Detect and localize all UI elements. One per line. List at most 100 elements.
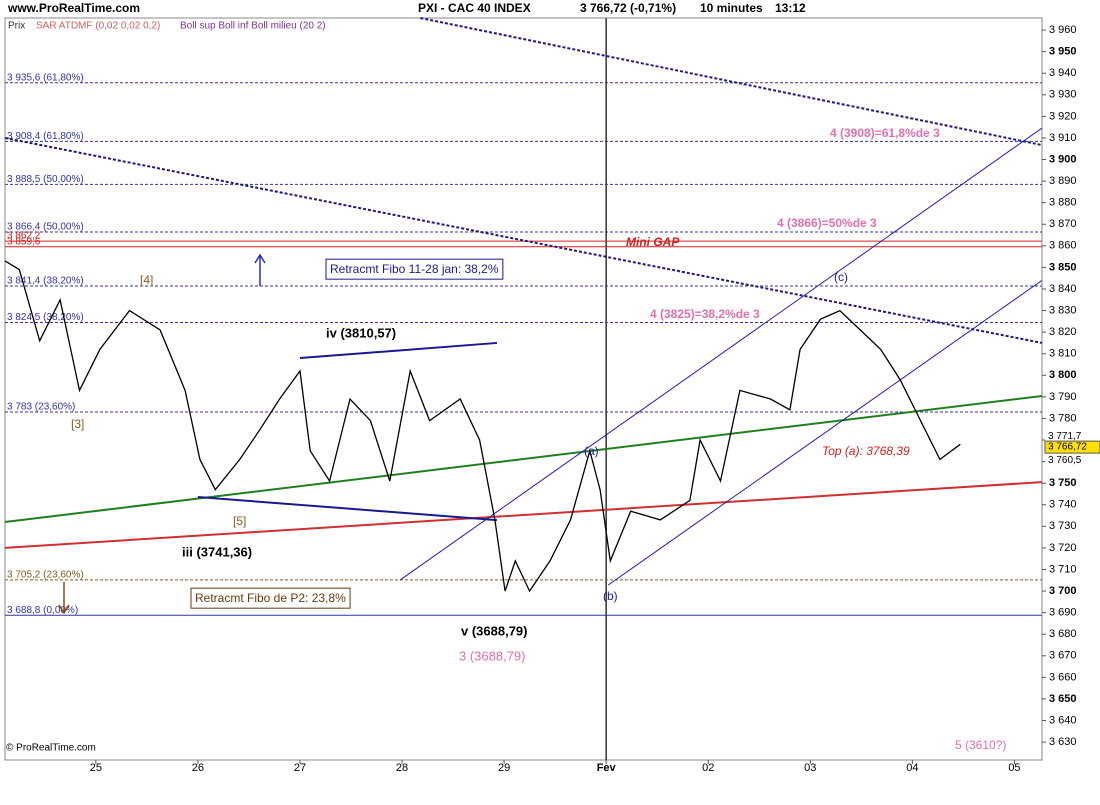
arrow-up xyxy=(254,253,266,286)
level-label: 3 866,4 (50,00%) xyxy=(7,222,84,233)
level-label: 3 688,8 (0,00%) xyxy=(7,605,78,616)
annotation: 4 (3908)=61,8%de 3 xyxy=(830,126,940,140)
y-tick-label: 3 790 xyxy=(1049,391,1077,403)
y-tick-label: 3 810 xyxy=(1049,348,1077,360)
y-tick-label: 3 650 xyxy=(1049,693,1077,705)
level-label: 3 705,2 (23,60%) xyxy=(7,569,84,580)
y-tick-label: 3 690 xyxy=(1049,607,1077,619)
x-tick-label: 04 xyxy=(906,762,918,774)
annotation: Mini GAP xyxy=(626,235,680,249)
annotation: (a) xyxy=(584,444,599,458)
price-line xyxy=(4,260,961,593)
y-tick-label: 3 930 xyxy=(1049,89,1077,101)
level-label: 3 888,5 (50,00%) xyxy=(7,174,84,185)
x-tick-label: 27 xyxy=(294,762,306,774)
x-tick-label: 03 xyxy=(804,762,816,774)
y-tick-label: 3 750 xyxy=(1049,477,1077,489)
annotation: 5 (3610?) xyxy=(955,738,1006,752)
price-tag xyxy=(1045,454,1100,467)
annotation: [5] xyxy=(233,514,246,528)
y-tick-label: 3 660 xyxy=(1049,671,1077,683)
legend-indicator: SAR ATDMF (0,02 0,02 0,2) xyxy=(36,21,160,32)
time: 13:12 xyxy=(775,1,806,15)
y-tick-label: 3 820 xyxy=(1049,326,1077,338)
legend-price: Prix xyxy=(8,21,25,32)
y-tick-label: 3 640 xyxy=(1049,714,1077,726)
y-tick-label: 3 910 xyxy=(1049,132,1077,144)
annotation: (b) xyxy=(603,589,618,603)
annotation: [4] xyxy=(140,273,153,287)
annotation-box xyxy=(325,258,504,280)
x-tick-label: 26 xyxy=(192,762,204,774)
y-tick-label: 3 840 xyxy=(1049,283,1077,295)
price-tag xyxy=(1045,430,1100,443)
trend-line xyxy=(607,279,1043,586)
annotation: iii (3741,36) xyxy=(182,544,252,559)
interval: 10 minutes xyxy=(700,1,763,15)
annotation: 3 (3688,79) xyxy=(459,648,526,663)
level-label: 3 908,4 (61,80%) xyxy=(7,131,84,142)
trend-line xyxy=(420,17,1043,147)
annotation: Retracmt Fibo de P2: 23,8% xyxy=(195,591,346,605)
y-tick-label: 3 960 xyxy=(1049,24,1077,36)
arrow-down xyxy=(58,582,70,615)
annotation: (c) xyxy=(834,270,848,284)
y-tick-label: 3 920 xyxy=(1049,110,1077,122)
annotation: v (3688,79) xyxy=(461,623,528,638)
annotation: iv (3810,57) xyxy=(326,325,396,340)
annotation: 4 (3866)=50%de 3 xyxy=(777,216,877,230)
last-price: 3 766,72 (-0,71%) xyxy=(580,1,676,15)
level-label: 3 841,4 (38,20%) xyxy=(7,276,84,287)
trend-line xyxy=(4,136,1043,344)
y-tick-label: 3 720 xyxy=(1049,542,1077,554)
y-tick-label: 3 700 xyxy=(1049,585,1077,597)
legend-indicator: Boll sup Boll inf Boll milieu (20 2) xyxy=(180,21,326,32)
y-tick-label: 3 950 xyxy=(1049,46,1077,58)
trend-line xyxy=(399,127,1043,581)
y-tick-label: 3 860 xyxy=(1049,240,1077,252)
site: www.ProRealTime.com xyxy=(7,1,140,15)
level-label: 3 862,2 xyxy=(7,231,41,242)
level-label: 3 935,6 (61,80%) xyxy=(7,72,84,83)
y-tick-label: 3 850 xyxy=(1049,261,1077,273)
y-tick-label: 3 900 xyxy=(1049,153,1077,165)
footer: © ProRealTime.com xyxy=(6,743,96,754)
level-label: 3 783 (23,60%) xyxy=(7,402,75,413)
x-tick-label: 29 xyxy=(498,762,510,774)
y-tick-label: 3 940 xyxy=(1049,67,1077,79)
annotation: Top (a): 3768,39 xyxy=(822,444,910,458)
y-tick-label: 3 680 xyxy=(1049,628,1077,640)
annotation: Retracmt Fibo 11-28 jan: 38,2% xyxy=(330,262,499,276)
level-label: 3 859,6 xyxy=(7,236,41,247)
y-tick-label: 3 670 xyxy=(1049,650,1077,662)
y-tick-label: 3 830 xyxy=(1049,304,1077,316)
annotation: [3] xyxy=(71,417,84,431)
chart-title: PXI - CAC 40 INDEX xyxy=(418,1,531,15)
y-tick-label: 3 890 xyxy=(1049,175,1077,187)
level-label: 3 824,5 (38,20%) xyxy=(7,312,84,323)
y-tick-label: 3 870 xyxy=(1049,218,1077,230)
x-tick-label: 02 xyxy=(702,762,714,774)
annotation: 4 (3825)=38,2%de 3 xyxy=(650,307,760,321)
price-tag-label: 3 771,7 xyxy=(1048,431,1082,442)
x-tick-label: 05 xyxy=(1008,762,1020,774)
x-tick-label: Fev xyxy=(597,762,617,774)
trend-line xyxy=(197,495,498,522)
trend-line xyxy=(4,481,1043,549)
y-tick-label: 3 800 xyxy=(1049,369,1077,381)
x-tick-label: 25 xyxy=(90,762,102,774)
y-tick-label: 3 730 xyxy=(1049,520,1077,532)
y-tick-label: 3 630 xyxy=(1049,736,1077,748)
y-tick-label: 3 780 xyxy=(1049,412,1077,424)
price-tag-label: 3 760,5 xyxy=(1048,455,1082,466)
y-tick-label: 3 880 xyxy=(1049,197,1077,209)
price-tag xyxy=(1044,440,1100,454)
annotation-box xyxy=(190,587,351,609)
y-tick-label: 3 740 xyxy=(1049,499,1077,511)
trend-line xyxy=(299,341,498,360)
x-tick-label: 28 xyxy=(396,762,408,774)
y-tick-label: 3 710 xyxy=(1049,563,1077,575)
price-tag-label: 3 766,72 xyxy=(1048,442,1087,453)
trend-line xyxy=(4,395,1043,524)
